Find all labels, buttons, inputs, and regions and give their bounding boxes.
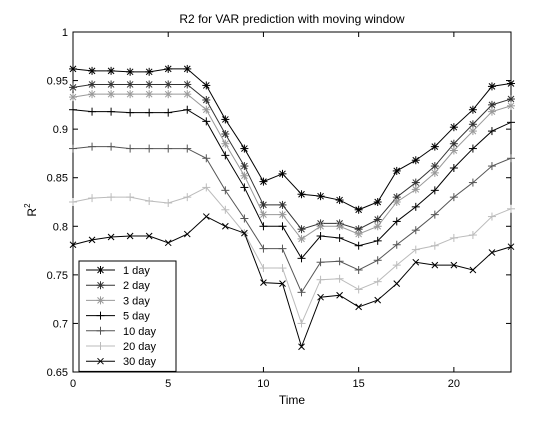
data-point bbox=[469, 106, 477, 114]
data-point bbox=[431, 143, 439, 151]
data-point bbox=[183, 90, 191, 98]
data-point bbox=[278, 170, 286, 178]
data-point bbox=[336, 222, 344, 230]
data-point bbox=[145, 90, 153, 98]
data-point bbox=[126, 68, 134, 76]
legend-label: 2 day bbox=[123, 280, 150, 292]
data-point bbox=[278, 201, 286, 209]
y-tick-label: 0.75 bbox=[47, 270, 68, 282]
x-tick-label: 5 bbox=[165, 378, 171, 390]
data-point bbox=[431, 169, 439, 177]
data-point bbox=[298, 225, 306, 233]
legend-label: 1 day bbox=[123, 265, 150, 277]
data-point bbox=[507, 79, 515, 87]
data-point bbox=[107, 90, 115, 98]
data-point bbox=[69, 83, 77, 91]
data-point bbox=[221, 115, 229, 123]
x-tick-label: 15 bbox=[353, 378, 365, 390]
data-point bbox=[355, 206, 363, 214]
data-point bbox=[469, 127, 477, 135]
data-point bbox=[259, 211, 267, 219]
data-point bbox=[145, 68, 153, 76]
data-point bbox=[240, 145, 248, 153]
data-point bbox=[183, 80, 191, 88]
data-point bbox=[298, 235, 306, 243]
data-point bbox=[317, 192, 325, 200]
y-tick-label: 0.7 bbox=[53, 318, 68, 330]
data-point bbox=[88, 80, 96, 88]
data-point bbox=[374, 198, 382, 206]
y-tick-label: 0.65 bbox=[47, 367, 68, 379]
data-point bbox=[355, 230, 363, 238]
data-point bbox=[336, 196, 344, 204]
data-point bbox=[278, 211, 286, 219]
legend-marker bbox=[97, 266, 105, 274]
data-point bbox=[412, 156, 420, 164]
data-point bbox=[126, 90, 134, 98]
legend-marker bbox=[97, 296, 105, 304]
data-point bbox=[88, 67, 96, 75]
x-tick-label: 20 bbox=[448, 378, 460, 390]
data-point bbox=[183, 65, 191, 73]
legend-label: 10 day bbox=[123, 326, 157, 338]
legend-label: 20 day bbox=[123, 341, 157, 353]
data-point bbox=[412, 185, 420, 193]
data-point bbox=[107, 80, 115, 88]
x-axis-label: Time bbox=[279, 393, 306, 407]
data-point bbox=[164, 90, 172, 98]
data-point bbox=[507, 102, 515, 110]
legend-label: 5 day bbox=[123, 311, 150, 323]
data-point bbox=[450, 147, 458, 155]
data-point bbox=[450, 123, 458, 131]
data-point bbox=[221, 130, 229, 138]
data-point bbox=[221, 140, 229, 148]
data-point bbox=[164, 65, 172, 73]
data-point bbox=[202, 81, 210, 89]
y-axis-label-base: R bbox=[25, 208, 39, 217]
data-point bbox=[145, 80, 153, 88]
data-point bbox=[317, 222, 325, 230]
data-point bbox=[240, 172, 248, 180]
chart-title: R2 for VAR prediction with moving window bbox=[179, 12, 405, 26]
y-tick-label: 0.95 bbox=[47, 76, 68, 88]
data-point bbox=[88, 90, 96, 98]
data-point bbox=[298, 190, 306, 198]
data-point bbox=[393, 167, 401, 175]
data-point bbox=[488, 82, 496, 90]
y-tick-label: 1 bbox=[62, 27, 68, 39]
data-point bbox=[69, 93, 77, 101]
data-point bbox=[374, 222, 382, 230]
data-point bbox=[202, 106, 210, 114]
legend-label: 30 day bbox=[123, 356, 157, 368]
data-point bbox=[126, 80, 134, 88]
data-point bbox=[259, 178, 267, 186]
x-tick-label: 10 bbox=[257, 378, 269, 390]
data-point bbox=[202, 96, 210, 104]
data-point bbox=[488, 108, 496, 116]
y-tick-label: 0.85 bbox=[47, 173, 68, 185]
y-tick-label: 0.8 bbox=[53, 221, 68, 233]
data-point bbox=[164, 80, 172, 88]
legend: 1 day 2 day 3 day 5 day 10 day 20 day 30 day bbox=[79, 261, 176, 371]
y-axis-label-superscript: 2 bbox=[23, 203, 32, 208]
x-tick-label: 0 bbox=[70, 378, 76, 390]
data-point bbox=[240, 162, 248, 170]
data-point bbox=[259, 201, 267, 209]
legend-label: 3 day bbox=[123, 295, 150, 307]
data-point bbox=[107, 67, 115, 75]
y-tick-label: 0.9 bbox=[53, 124, 68, 136]
legend-marker bbox=[97, 281, 105, 289]
data-point bbox=[393, 198, 401, 206]
data-point bbox=[69, 65, 77, 73]
